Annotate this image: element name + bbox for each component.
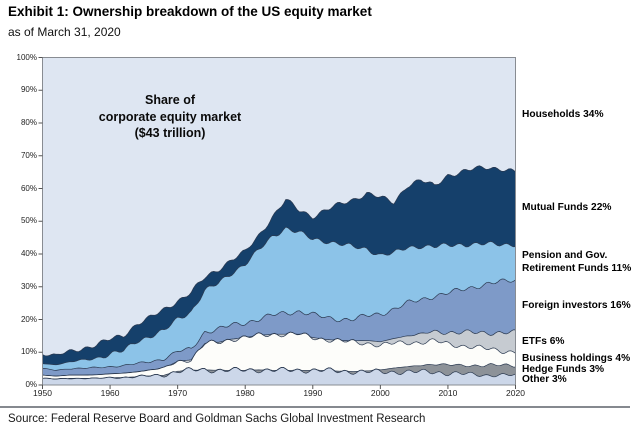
x-axis-label: 2000 bbox=[370, 388, 390, 398]
series-label-pension-and-gov-retirement-funds: Pension and Gov. Retirement Funds 11% bbox=[522, 250, 632, 275]
annotation-line-1: Share of bbox=[144, 93, 195, 107]
y-axis-label: 100% bbox=[16, 52, 37, 62]
chart-annotation: Share of corporate equity market ($43 tr… bbox=[55, 92, 285, 142]
x-axis-label: 1990 bbox=[303, 388, 323, 398]
y-axis-label: 0% bbox=[25, 380, 37, 389]
y-axis-label: 40% bbox=[20, 249, 37, 258]
mutual-funds-area bbox=[42, 165, 516, 365]
series-boundary-line bbox=[42, 165, 516, 357]
y-axis-label: 30% bbox=[20, 281, 37, 291]
annotation-line-3: ($43 trillion) bbox=[134, 126, 206, 140]
series-label-mutual-funds: Mutual Funds 22% bbox=[522, 202, 612, 214]
foreign-investors-area bbox=[42, 279, 516, 376]
y-axis-label: 80% bbox=[20, 118, 37, 127]
y-axis-label: 10% bbox=[20, 347, 37, 357]
series-boundary-line bbox=[42, 363, 516, 380]
series-label-etfs: ETFs 6% bbox=[522, 336, 565, 348]
source-divider-rule bbox=[0, 406, 630, 408]
y-axis-label: 90% bbox=[20, 85, 37, 95]
y-axis-label: 50% bbox=[20, 216, 37, 226]
series-label-households: Households 34% bbox=[522, 108, 604, 120]
x-axis-label: 1960 bbox=[100, 388, 120, 398]
y-axis-label: 60% bbox=[20, 183, 37, 193]
series-boundary-line bbox=[42, 329, 516, 377]
x-axis-label: 2020 bbox=[506, 388, 525, 398]
series-label-other: Other 3% bbox=[522, 374, 567, 386]
x-axis-label: 1980 bbox=[235, 388, 255, 398]
y-axis-label: 20% bbox=[20, 314, 37, 324]
annotation-line-2: corporate equity market bbox=[98, 109, 242, 124]
series-label-foreign-investors: Foreign investors 16% bbox=[522, 300, 631, 312]
series-label-business-holdings: Business holdings 4% bbox=[522, 352, 631, 364]
x-axis-label: 1950 bbox=[33, 388, 52, 398]
x-axis-label: 1970 bbox=[168, 388, 188, 398]
series-boundary-line bbox=[42, 278, 516, 371]
exhibit-title: Exhibit 1: Ownership breakdown of the US… bbox=[8, 4, 372, 19]
series-boundary-line bbox=[42, 226, 516, 366]
x-axis-label: 2010 bbox=[438, 388, 458, 398]
series-label-hedge-funds: Hedge Funds 3% bbox=[522, 364, 605, 376]
pension-and-gov-retirement-funds-area bbox=[42, 227, 516, 371]
source-line: Source: Federal Reserve Board and Goldma… bbox=[8, 413, 426, 425]
other-area bbox=[42, 367, 516, 385]
exhibit-subtitle: as of March 31, 2020 bbox=[8, 25, 121, 39]
y-axis-label: 70% bbox=[20, 150, 37, 160]
